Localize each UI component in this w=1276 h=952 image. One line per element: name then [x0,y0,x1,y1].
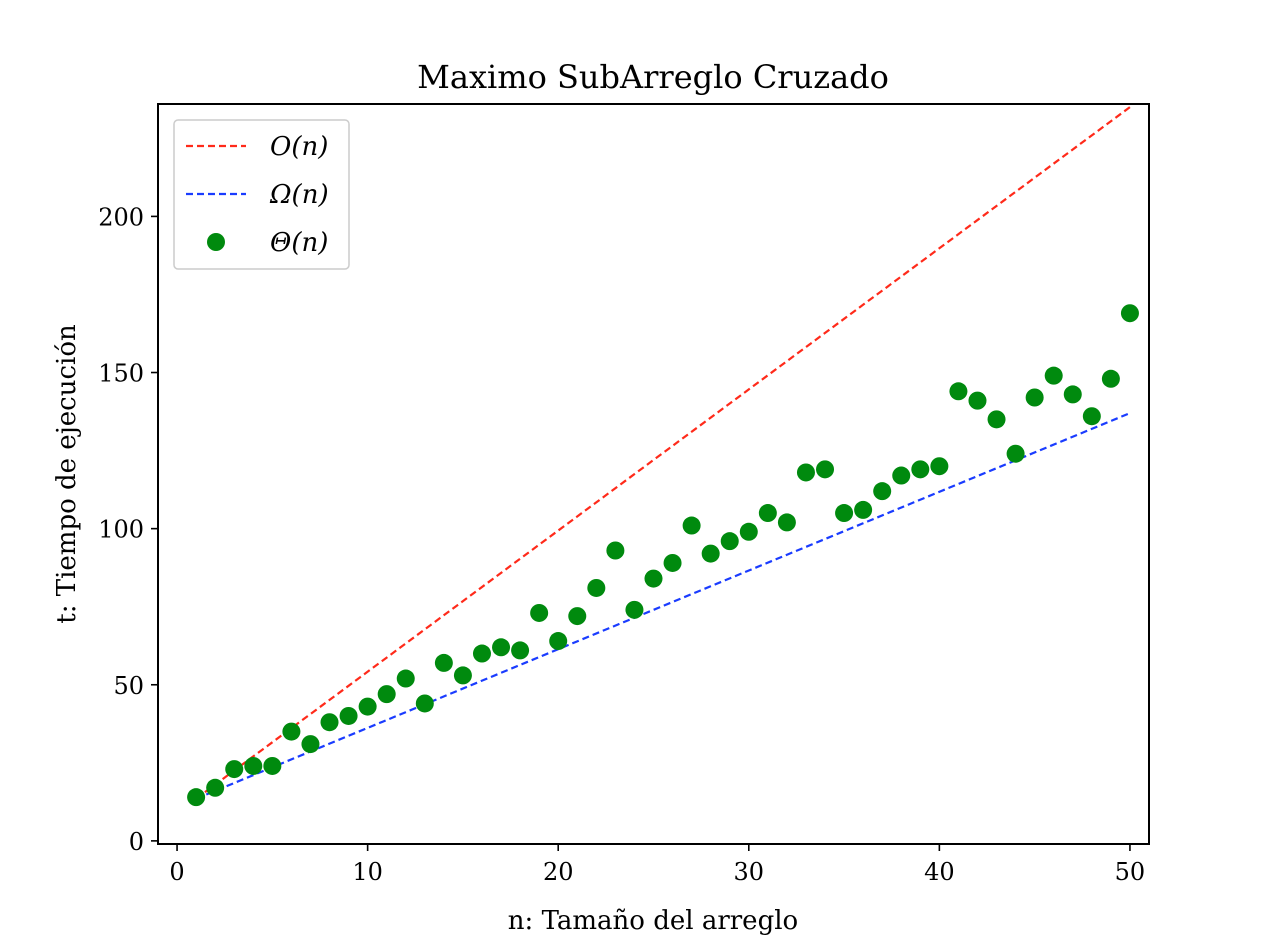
data-point [663,553,682,572]
data-point [987,410,1006,429]
data-point [206,778,225,797]
data-point [854,500,873,519]
data-point [1101,369,1120,388]
data-point [301,735,320,754]
data-point [568,607,587,626]
data-point [701,544,720,563]
data-point [492,638,511,657]
data-point [1063,385,1082,404]
data-point [472,644,491,663]
x-tick-label: 20 [543,858,574,886]
data-point [682,516,701,535]
x-tick-label: 10 [352,858,383,886]
legend: O(n) Ω(n) Θ(n) [173,119,350,270]
data-point [911,460,930,479]
data-point [777,513,796,532]
data-point [968,391,987,410]
data-point [282,722,301,741]
data-point [835,504,854,523]
data-point [396,669,415,688]
x-tick-label: 30 [734,858,765,886]
data-point [644,569,663,588]
x-tick-label: 50 [1115,858,1146,886]
series-line-1 [195,412,1131,800]
data-point [434,653,453,672]
x-tick-label: 0 [169,858,184,886]
data-point [1120,304,1139,323]
data-point [720,532,739,551]
data-point [187,788,206,807]
y-tick-label: 0 [129,828,144,856]
data-point [892,466,911,485]
data-point [949,382,968,401]
series-line-0 [195,106,1131,800]
data-point [339,706,358,725]
data-point [930,457,949,476]
data-point [758,504,777,523]
data-point [415,694,434,713]
data-point [625,600,644,619]
data-point [739,522,758,541]
data-point [587,578,606,597]
data-point [453,666,472,685]
y-tick-label: 200 [98,203,144,231]
y-axis-label: t: Tiempo de ejecución [52,324,82,624]
data-point [549,632,568,651]
data-point [1082,407,1101,426]
plot-frame [157,103,1150,845]
axes: 0 10 20 30 40 50 0 50 100 150 200 [98,203,1145,886]
data-point [606,541,625,560]
data-point [320,713,339,732]
data-point [1006,444,1025,463]
data-point [816,460,835,479]
x-tick-label: 40 [924,858,955,886]
legend-label: O(n) [270,132,328,162]
x-axis-label: n: Tamaño del arreglo [508,906,798,936]
data-point [377,685,396,704]
data-point [1044,366,1063,385]
data-point [796,463,815,482]
chart-title: Maximo SubArreglo Cruzado [417,58,889,96]
data-point [263,756,282,775]
data-point [225,760,244,779]
legend-label: Θ(n) [270,228,328,258]
y-tick-label: 50 [113,672,144,700]
data-point [358,697,377,716]
y-tick-label: 150 [98,360,144,388]
plot-area [187,106,1139,807]
legend-swatch-marker [207,233,225,251]
data-point [530,603,549,622]
data-point [1025,388,1044,407]
y-tick-label: 100 [98,516,144,544]
data-point [244,756,263,775]
data-point [511,641,530,660]
legend-label: Ω(n) [269,180,329,210]
data-point [873,482,892,501]
legend-box [173,119,350,270]
